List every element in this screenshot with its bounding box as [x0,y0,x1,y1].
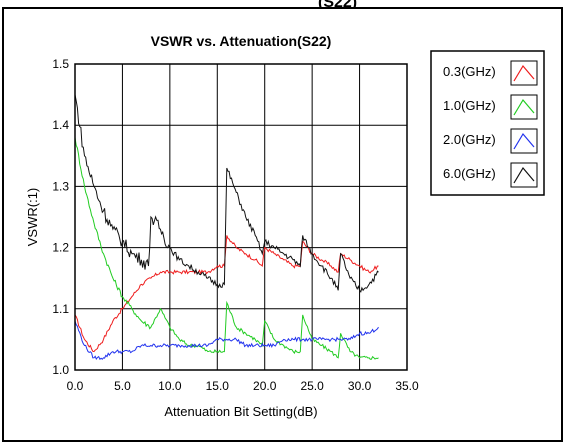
legend-swatch [513,132,535,150]
legend: 0.3(GHz) 1.0(GHz) 2.0(GHz) 6.0(GHz) [430,50,545,196]
y-tick-label: 1.5 [52,57,69,71]
chart-title: VSWR vs. Attenuation(S22) [151,33,332,49]
series-line-0 [74,235,379,353]
y-tick-label: 1.3 [52,179,69,193]
y-tick-label: 1.0 [52,363,69,377]
x-tick-label: 20.0 [253,379,277,393]
legend-swatch [513,98,535,116]
plot-border [74,63,408,371]
x-tick-label: 15.0 [206,379,230,393]
y-tick-label: 1.2 [52,241,69,255]
x-tick-label: 10.0 [158,379,182,393]
y-axis-title: VSWR(:1) [25,188,40,247]
legend-label: 1.0(GHz) [443,98,496,113]
x-tick-label: 0.0 [67,379,84,393]
legend-swatch-box [510,128,538,154]
legend-label: 6.0(GHz) [443,166,496,181]
header-fragment: (S22) [318,0,358,11]
x-tick-label: 35.0 [395,379,419,393]
series-line-2 [74,320,379,360]
legend-swatch-box [510,162,538,188]
x-tick-label: 5.0 [114,379,131,393]
y-tick-labels: 1.0 1.1 1.2 1.3 1.4 1.5 [52,57,69,377]
legend-swatch-box [510,60,538,86]
x-tick-label: 30.0 [348,379,372,393]
x-axis-title: Attenuation Bit Setting(dB) [164,404,317,419]
series-line-3 [74,94,379,293]
y-tick-label: 1.1 [52,302,69,316]
series-layer [74,94,379,360]
legend-swatch [513,64,535,82]
series-line-1 [74,137,379,360]
x-tick-label: 25.0 [300,379,324,393]
legend-label: 2.0(GHz) [443,132,496,147]
x-tick-labels: 0.0 5.0 10.0 15.0 20.0 25.0 30.0 35.0 [67,379,419,393]
plot-area [75,64,407,370]
legend-swatch-box [510,94,538,120]
y-tick-label: 1.4 [52,118,69,132]
legend-label: 0.3(GHz) [443,64,496,79]
legend-swatch [513,166,535,184]
